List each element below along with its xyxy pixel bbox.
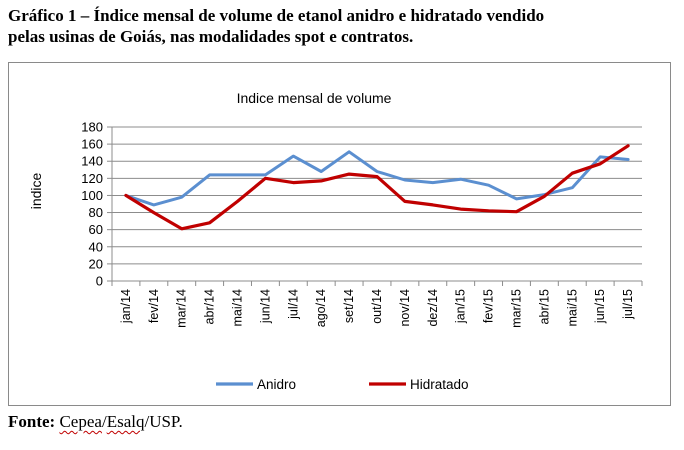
x-tick-label: fev/15 bbox=[482, 289, 496, 323]
x-tick-label: out/14 bbox=[370, 289, 384, 324]
y-tick-label: 60 bbox=[89, 222, 103, 237]
y-tick-label: 100 bbox=[81, 188, 103, 203]
caption-line-2: pelas usinas de Goiás, nas modalidades s… bbox=[8, 27, 414, 46]
line-chart: Indice mensal de volume indice 0 20 40 60 80… bbox=[28, 90, 643, 392]
x-tick-label: dez/14 bbox=[426, 289, 440, 327]
legend-label-anidro: Anidro bbox=[257, 377, 296, 392]
caption-line-1: Gráfico 1 – Índice mensal de volume de e… bbox=[8, 6, 545, 25]
x-tick-label: mar/15 bbox=[509, 289, 523, 328]
y-tick-label: 80 bbox=[89, 205, 103, 220]
y-tick-label: 0 bbox=[96, 274, 103, 289]
x-tick-label: mai/15 bbox=[565, 289, 579, 327]
x-tick-label: jul/14 bbox=[286, 289, 300, 320]
x-tick-label: jan/14 bbox=[119, 289, 133, 324]
y-tick-label: 140 bbox=[81, 154, 103, 169]
x-tick-label: jan/15 bbox=[454, 289, 468, 324]
gridlines bbox=[107, 126, 643, 286]
x-tick-label: jun/14 bbox=[258, 289, 272, 324]
source-sep-2: /USP. bbox=[144, 412, 183, 431]
y-tick-label: 180 bbox=[81, 120, 103, 135]
source-org-cepea: Cepea bbox=[59, 412, 102, 431]
y-tick-label: 160 bbox=[81, 137, 103, 152]
y-axis-ticks: 0 20 40 60 80 100 120 140 160 180 bbox=[81, 120, 103, 289]
x-tick-label: jun/15 bbox=[593, 289, 607, 324]
x-tick-label: nov/14 bbox=[398, 289, 412, 327]
x-tick-label: ago/14 bbox=[314, 289, 328, 327]
series-lines bbox=[124, 144, 630, 231]
x-tick-label: abr/15 bbox=[537, 289, 551, 324]
y-axis-label: indice bbox=[28, 173, 44, 210]
chart-frame: Indice mensal de volume indice 0 20 40 60 80… bbox=[8, 62, 671, 406]
source-org-esalq: Esalq bbox=[106, 412, 145, 431]
x-axis-ticks: jan/14 fev/14 mar/14 abr/14 mai/14 jun/14 jul/… bbox=[119, 289, 635, 328]
x-tick-label: mar/14 bbox=[175, 289, 189, 328]
x-tick-label: jul/15 bbox=[621, 289, 635, 320]
x-tick-label: mai/14 bbox=[231, 289, 245, 327]
x-tick-label: abr/14 bbox=[203, 289, 217, 324]
source-label: Fonte: bbox=[8, 412, 56, 431]
y-tick-label: 40 bbox=[89, 239, 103, 254]
y-tick-label: 120 bbox=[81, 171, 103, 186]
legend: Anidro Hidratado bbox=[216, 377, 469, 392]
source-note: Fonte: Cepea/Esalq/USP. bbox=[8, 412, 183, 432]
series-line-hidratado bbox=[124, 144, 630, 231]
source-sep-1: / bbox=[101, 412, 107, 431]
legend-label-hidratado: Hidratado bbox=[410, 377, 469, 392]
x-tick-label: set/14 bbox=[342, 289, 356, 323]
x-tick-label: fev/14 bbox=[147, 289, 161, 323]
figure-caption: Gráfico 1 – Índice mensal de volume de e… bbox=[8, 5, 678, 47]
y-tick-label: 20 bbox=[89, 256, 103, 271]
chart-title: Indice mensal de volume bbox=[237, 90, 392, 106]
